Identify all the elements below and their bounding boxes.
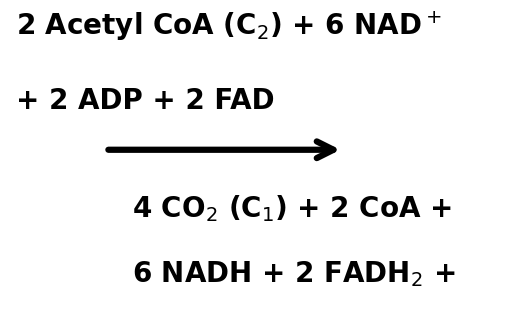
- Text: 2 Acetyl CoA (C$_2$) + 6 NAD$^+$: 2 Acetyl CoA (C$_2$) + 6 NAD$^+$: [16, 9, 441, 43]
- Text: 6 NADH + 2 FADH$_2$ +: 6 NADH + 2 FADH$_2$ +: [132, 259, 456, 289]
- Text: + 2 ADP + 2 FAD: + 2 ADP + 2 FAD: [16, 87, 275, 115]
- Text: 4 CO$_2$ (C$_1$) + 2 CoA +: 4 CO$_2$ (C$_1$) + 2 CoA +: [132, 193, 451, 224]
